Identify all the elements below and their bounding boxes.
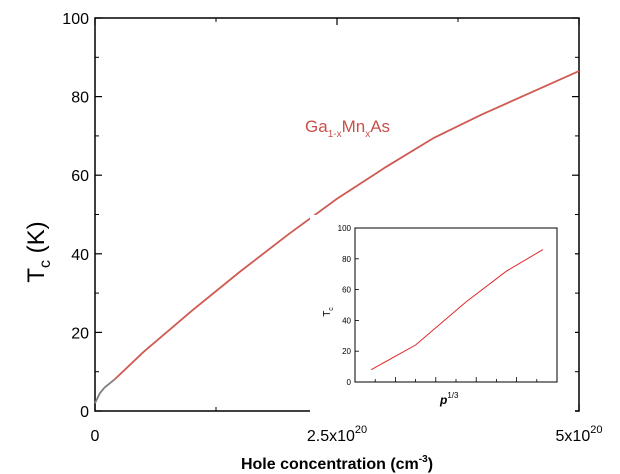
series-line — [113, 70, 580, 381]
y-axis-title-sub: c — [37, 260, 54, 268]
x-tick-label: 5x1020 — [556, 424, 603, 445]
main-series-group — [94, 70, 580, 404]
main-y-ticks: 0 20 40 60 80 100 — [62, 11, 579, 421]
series-line-low-density — [94, 378, 115, 404]
y-axis-title-main: T — [23, 268, 50, 283]
inset-x-ticks — [354, 377, 558, 382]
y-axis-title: Tc (K) — [23, 221, 54, 282]
x-tick-label-exp: 20 — [590, 424, 602, 436]
series-annotation: Ga1-xMnxAs — [305, 117, 390, 140]
inset-y-title-main: T — [322, 311, 333, 317]
inset-x-title-sup: 1/3 — [447, 391, 459, 400]
x-axis-title: Hole concentration (cm-3) — [241, 454, 433, 473]
x-tick-label-base: 2.5x10 — [307, 428, 355, 445]
inset-x-axis-title: p1/3 — [439, 391, 459, 407]
inset-y-tick-label: 60 — [342, 286, 351, 295]
annot-sub-1: 1-x — [328, 129, 342, 140]
y-tick-label: 20 — [71, 325, 89, 342]
y-tick-label: 60 — [71, 168, 89, 185]
y-tick-label: 100 — [62, 11, 89, 28]
inset-y-axis-title: Tc — [322, 307, 335, 317]
x-axis-title-main: Hole concentration (cm — [241, 456, 419, 473]
inset-y-title-sub: c — [328, 307, 335, 311]
inset-series-group — [370, 249, 544, 371]
inset-y-tick-label: 40 — [342, 316, 351, 325]
inset-x-title-main: p — [439, 393, 447, 407]
x-tick-label-base: 0 — [91, 428, 100, 445]
annot-mn: Mn — [342, 117, 366, 136]
x-tick-label-exp: 20 — [355, 424, 367, 436]
x-axis-title-end: ) — [428, 456, 433, 473]
annot-as: As — [370, 117, 390, 136]
y-axis-title-unit: (K) — [23, 221, 50, 260]
x-axis-title-sup: -3 — [419, 454, 428, 465]
inset-y-ticks: 0 20 40 60 80 100 — [338, 224, 359, 387]
x-tick-label-base: 5x10 — [556, 428, 591, 445]
y-tick-label: 40 — [71, 247, 89, 264]
inset-y-tick-label: 20 — [342, 347, 351, 356]
x-tick-label: 2.5x1020 — [307, 424, 367, 445]
inset-series-line — [370, 249, 544, 371]
annot-ga: Ga — [305, 117, 328, 136]
annot-sub-2: x — [365, 129, 370, 140]
inset-y-tick-label: 100 — [338, 224, 352, 233]
x-tick-label: 0 — [91, 428, 100, 445]
y-tick-label: 0 — [80, 404, 89, 421]
inset-y-tick-label: 0 — [347, 378, 352, 387]
inset-y-tick-label: 80 — [342, 255, 351, 264]
y-tick-label: 80 — [71, 90, 89, 107]
